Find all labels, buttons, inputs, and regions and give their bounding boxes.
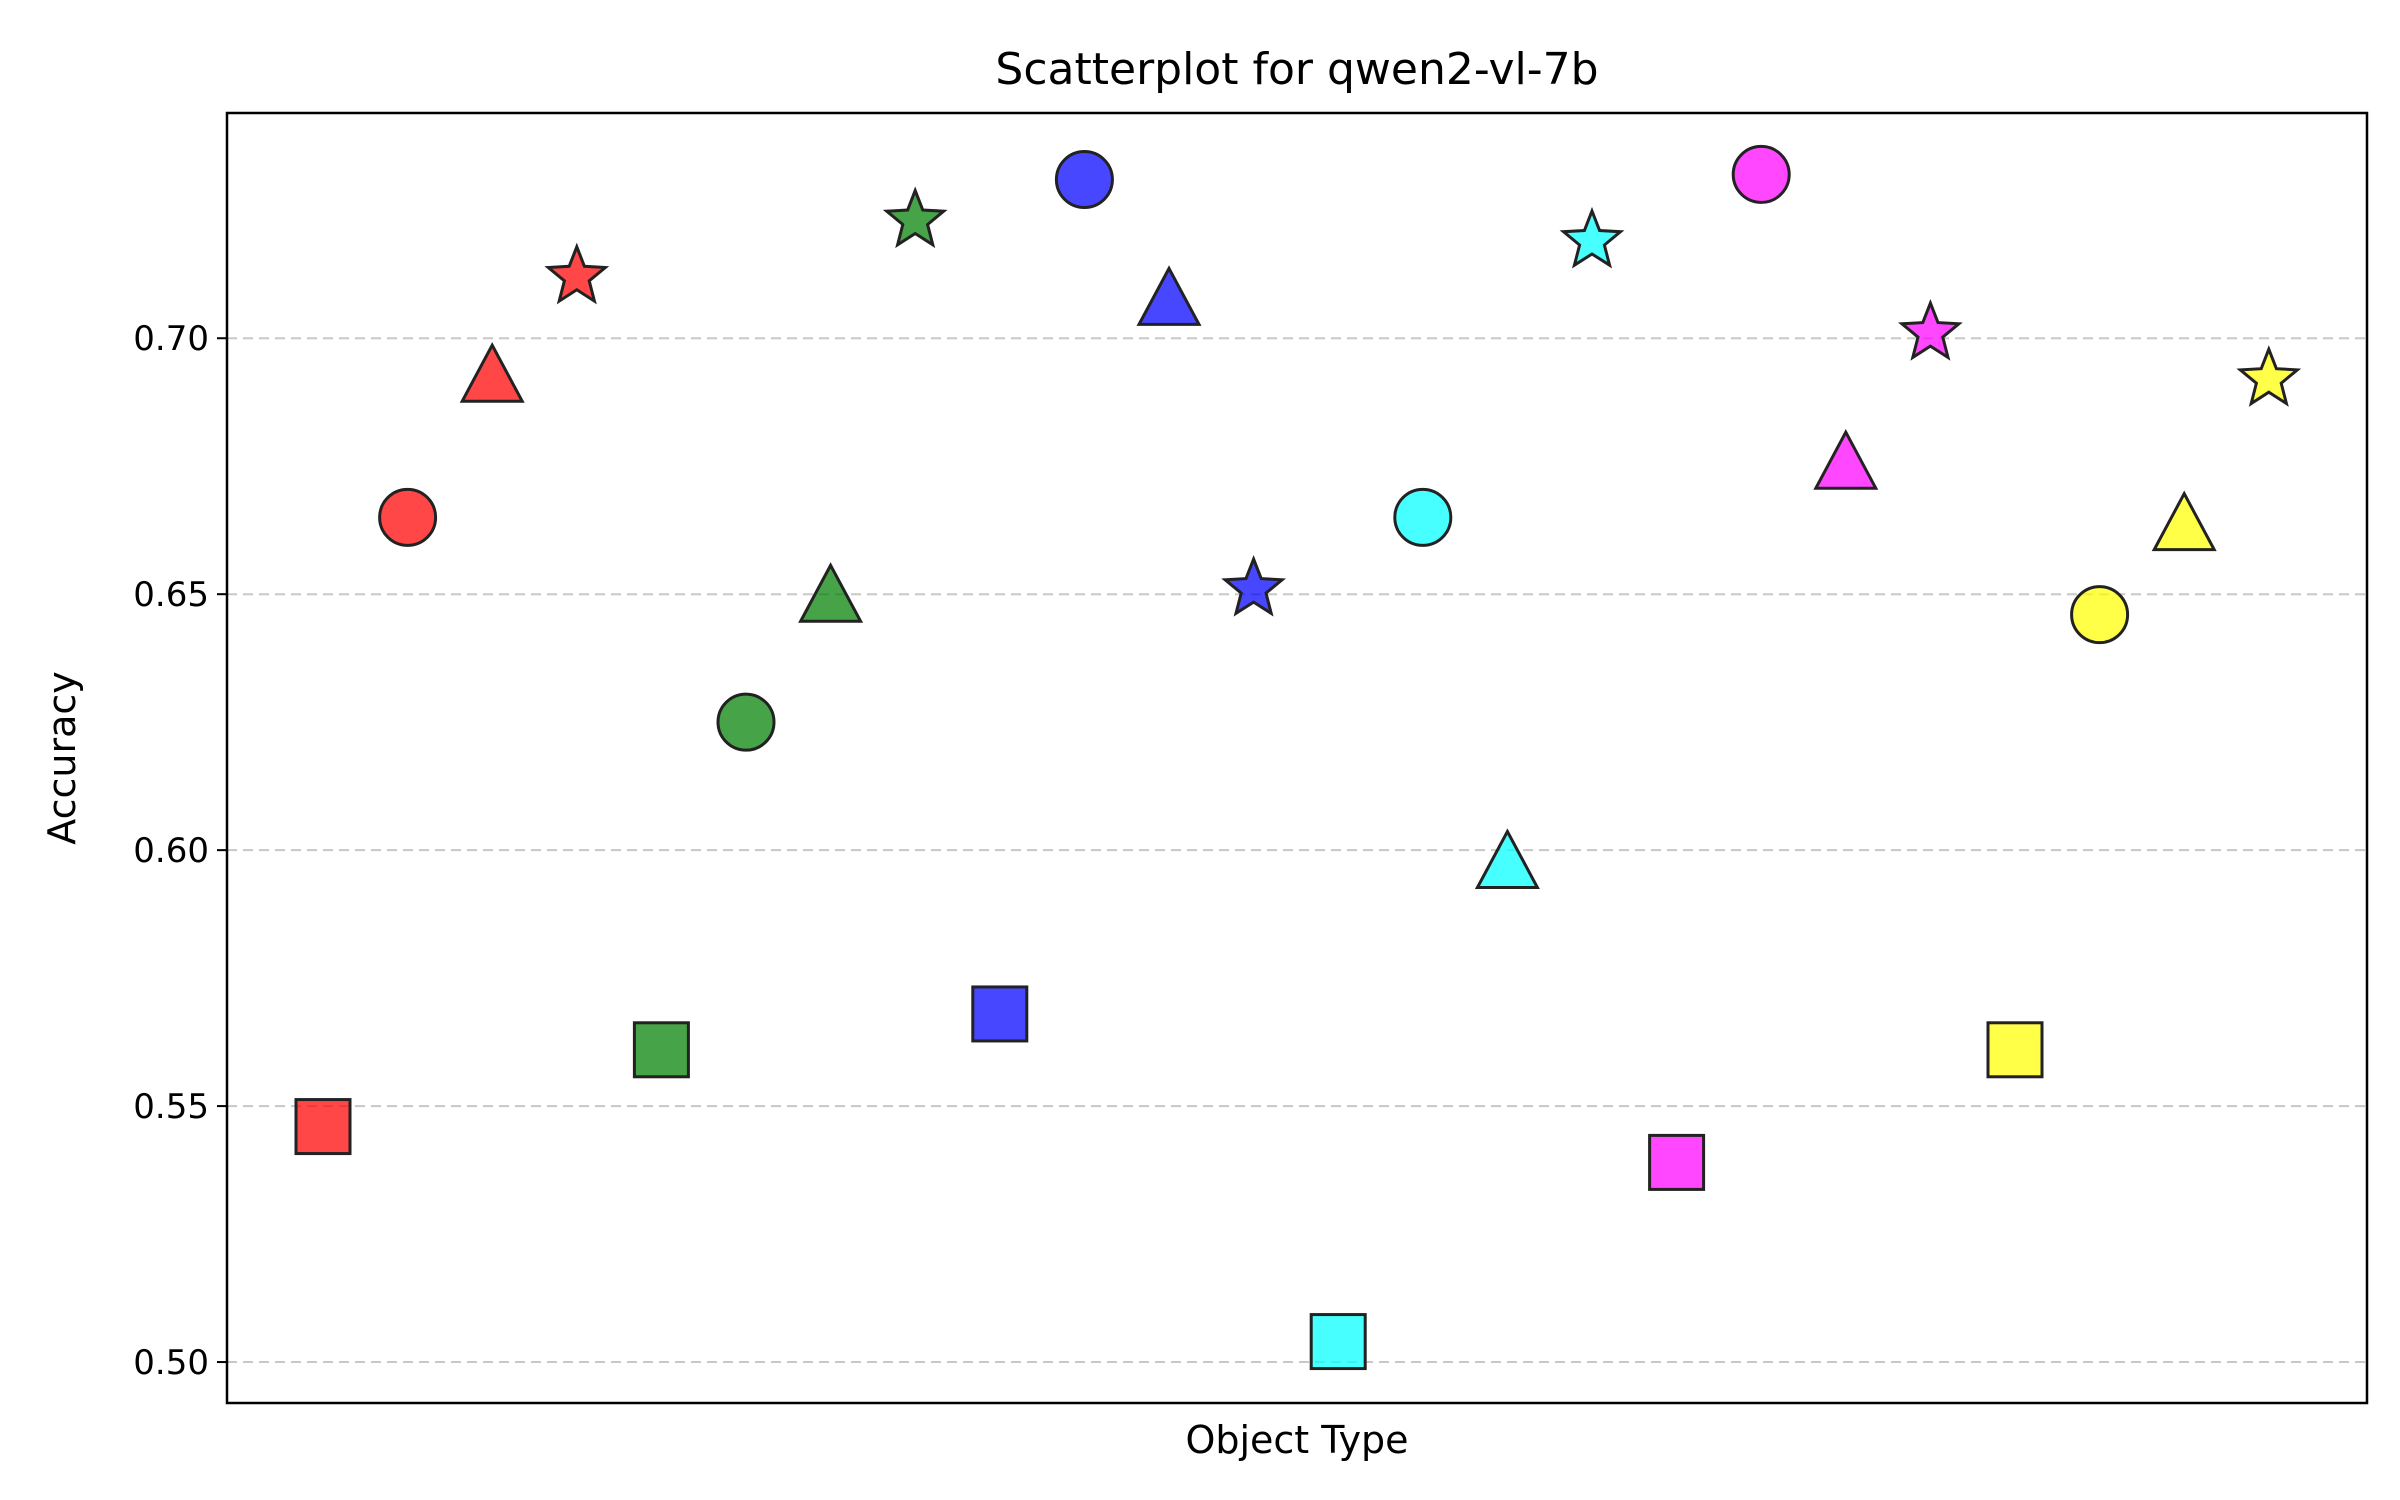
data-point-magenta-triangle (1813, 429, 1879, 490)
plot-frame (225, 111, 2369, 1405)
data-point-yellow-star (2236, 345, 2302, 407)
data-point-red-circle (378, 487, 438, 547)
y-tick-label: 0.60 (133, 831, 209, 871)
data-point-cyan-square (1309, 1313, 1367, 1371)
data-points (294, 144, 2302, 1371)
data-point-green-square (632, 1021, 690, 1079)
data-point-cyan-star (1559, 206, 1625, 269)
data-point-yellow-circle (2070, 585, 2130, 645)
data-point-green-star (882, 186, 948, 249)
data-point-green-circle (716, 692, 776, 752)
data-point-blue-circle (1054, 150, 1114, 210)
data-point-red-star (544, 242, 610, 305)
data-point-blue-triangle (1136, 265, 1202, 326)
data-point-magenta-star (1897, 298, 1963, 361)
data-point-magenta-circle (1731, 144, 1791, 204)
grid-lines (227, 337, 2367, 1364)
data-point-cyan-triangle (1474, 828, 1540, 889)
y-tick-label: 0.50 (133, 1343, 209, 1383)
y-tick-label: 0.70 (133, 319, 209, 359)
x-axis-label: Object Type (1185, 1418, 1408, 1462)
y-axis-ticks: 0.50 0.55 0.60 0.65 0.70 (133, 319, 227, 1383)
chart-title: Scatterplot for qwen2-vl-7b (995, 44, 1598, 95)
y-axis-label: Accuracy (40, 671, 84, 845)
data-point-red-square (294, 1098, 352, 1156)
data-point-cyan-circle (1393, 487, 1453, 547)
data-point-yellow-triangle (2151, 490, 2217, 552)
data-point-yellow-square (1986, 1021, 2044, 1079)
data-point-magenta-square (1648, 1133, 1706, 1191)
data-point-blue-star (1221, 554, 1287, 617)
data-point-red-triangle (459, 342, 525, 403)
y-tick-label: 0.65 (133, 575, 209, 615)
y-tick-label: 0.55 (133, 1087, 209, 1127)
data-point-green-triangle (798, 562, 864, 623)
data-point-blue-square (971, 985, 1029, 1043)
